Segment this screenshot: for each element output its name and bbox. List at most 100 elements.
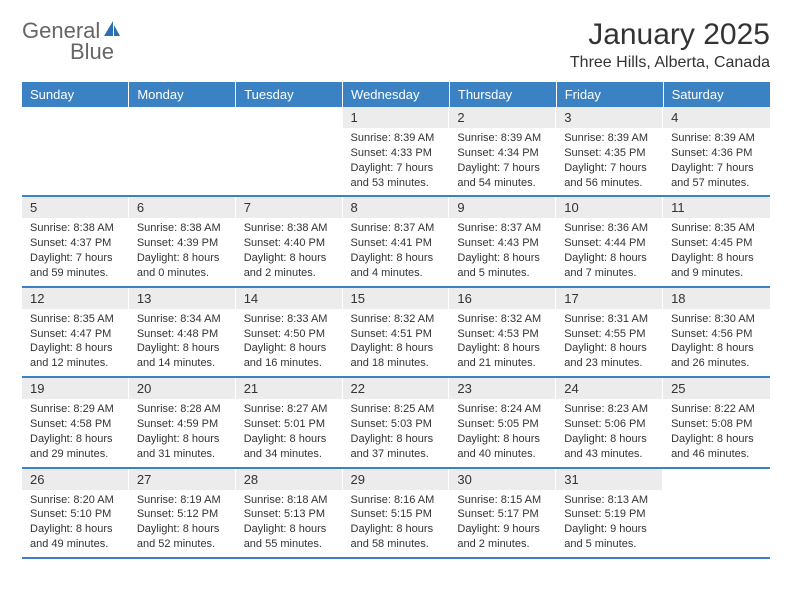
- calendar-cell: 16Sunrise: 8:32 AMSunset: 4:53 PMDayligh…: [449, 287, 556, 377]
- calendar-cell: 11Sunrise: 8:35 AMSunset: 4:45 PMDayligh…: [663, 196, 770, 286]
- calendar-cell: 7Sunrise: 8:38 AMSunset: 4:40 PMDaylight…: [236, 196, 343, 286]
- day-number: 6: [129, 197, 236, 218]
- day-details: Sunrise: 8:39 AMSunset: 4:36 PMDaylight:…: [663, 128, 770, 195]
- day-details: Sunrise: 8:22 AMSunset: 5:08 PMDaylight:…: [663, 399, 770, 466]
- day-number: 2: [449, 107, 556, 128]
- weekday-header: Wednesday: [343, 82, 450, 107]
- calendar-cell: 18Sunrise: 8:30 AMSunset: 4:56 PMDayligh…: [663, 287, 770, 377]
- calendar-cell: 9Sunrise: 8:37 AMSunset: 4:43 PMDaylight…: [449, 196, 556, 286]
- day-number: 19: [22, 378, 129, 399]
- calendar-cell: 25Sunrise: 8:22 AMSunset: 5:08 PMDayligh…: [663, 377, 770, 467]
- calendar-cell: 1Sunrise: 8:39 AMSunset: 4:33 PMDaylight…: [343, 107, 450, 196]
- day-number: 23: [449, 378, 556, 399]
- calendar-cell: 21Sunrise: 8:27 AMSunset: 5:01 PMDayligh…: [236, 377, 343, 467]
- calendar-body: 1Sunrise: 8:39 AMSunset: 4:33 PMDaylight…: [22, 107, 770, 558]
- calendar-row: 1Sunrise: 8:39 AMSunset: 4:33 PMDaylight…: [22, 107, 770, 196]
- month-title: January 2025: [570, 18, 770, 52]
- weekday-header-row: SundayMondayTuesdayWednesdayThursdayFrid…: [22, 82, 770, 107]
- calendar-cell: 22Sunrise: 8:25 AMSunset: 5:03 PMDayligh…: [343, 377, 450, 467]
- day-details: Sunrise: 8:39 AMSunset: 4:33 PMDaylight:…: [343, 128, 450, 195]
- calendar-cell: [663, 468, 770, 558]
- day-details: Sunrise: 8:23 AMSunset: 5:06 PMDaylight:…: [556, 399, 663, 466]
- day-details: Sunrise: 8:16 AMSunset: 5:15 PMDaylight:…: [343, 490, 450, 557]
- calendar-cell: 23Sunrise: 8:24 AMSunset: 5:05 PMDayligh…: [449, 377, 556, 467]
- day-details: Sunrise: 8:33 AMSunset: 4:50 PMDaylight:…: [236, 309, 343, 376]
- day-number: 7: [236, 197, 343, 218]
- calendar-cell: 6Sunrise: 8:38 AMSunset: 4:39 PMDaylight…: [129, 196, 236, 286]
- calendar-cell: 20Sunrise: 8:28 AMSunset: 4:59 PMDayligh…: [129, 377, 236, 467]
- weekday-header: Saturday: [663, 82, 770, 107]
- day-details: Sunrise: 8:31 AMSunset: 4:55 PMDaylight:…: [556, 309, 663, 376]
- day-details: Sunrise: 8:25 AMSunset: 5:03 PMDaylight:…: [343, 399, 450, 466]
- day-number: 28: [236, 469, 343, 490]
- calendar-cell: 24Sunrise: 8:23 AMSunset: 5:06 PMDayligh…: [556, 377, 663, 467]
- day-details: Sunrise: 8:37 AMSunset: 4:41 PMDaylight:…: [343, 218, 450, 285]
- day-details: Sunrise: 8:35 AMSunset: 4:45 PMDaylight:…: [663, 218, 770, 285]
- day-details: Sunrise: 8:38 AMSunset: 4:37 PMDaylight:…: [22, 218, 129, 285]
- day-details: Sunrise: 8:29 AMSunset: 4:58 PMDaylight:…: [22, 399, 129, 466]
- day-details: Sunrise: 8:27 AMSunset: 5:01 PMDaylight:…: [236, 399, 343, 466]
- day-details: Sunrise: 8:36 AMSunset: 4:44 PMDaylight:…: [556, 218, 663, 285]
- day-number: 4: [663, 107, 770, 128]
- day-number: 13: [129, 288, 236, 309]
- calendar-cell: 10Sunrise: 8:36 AMSunset: 4:44 PMDayligh…: [556, 196, 663, 286]
- calendar-cell: 3Sunrise: 8:39 AMSunset: 4:35 PMDaylight…: [556, 107, 663, 196]
- day-details: Sunrise: 8:39 AMSunset: 4:34 PMDaylight:…: [449, 128, 556, 195]
- day-number: 17: [556, 288, 663, 309]
- day-details: Sunrise: 8:13 AMSunset: 5:19 PMDaylight:…: [556, 490, 663, 557]
- day-number: 11: [663, 197, 770, 218]
- day-details: Sunrise: 8:35 AMSunset: 4:47 PMDaylight:…: [22, 309, 129, 376]
- day-number: 24: [556, 378, 663, 399]
- calendar-cell: 29Sunrise: 8:16 AMSunset: 5:15 PMDayligh…: [343, 468, 450, 558]
- calendar-cell: 2Sunrise: 8:39 AMSunset: 4:34 PMDaylight…: [449, 107, 556, 196]
- calendar-cell: [236, 107, 343, 196]
- calendar-cell: 15Sunrise: 8:32 AMSunset: 4:51 PMDayligh…: [343, 287, 450, 377]
- day-number: 14: [236, 288, 343, 309]
- day-number: 31: [556, 469, 663, 490]
- weekday-header: Monday: [129, 82, 236, 107]
- day-number: 20: [129, 378, 236, 399]
- day-number: 10: [556, 197, 663, 218]
- calendar-table: SundayMondayTuesdayWednesdayThursdayFrid…: [22, 82, 770, 559]
- day-details: Sunrise: 8:28 AMSunset: 4:59 PMDaylight:…: [129, 399, 236, 466]
- calendar-cell: 30Sunrise: 8:15 AMSunset: 5:17 PMDayligh…: [449, 468, 556, 558]
- day-number: 29: [343, 469, 450, 490]
- calendar-cell: 4Sunrise: 8:39 AMSunset: 4:36 PMDaylight…: [663, 107, 770, 196]
- day-details: Sunrise: 8:24 AMSunset: 5:05 PMDaylight:…: [449, 399, 556, 466]
- day-number: 9: [449, 197, 556, 218]
- title-block: January 2025 Three Hills, Alberta, Canad…: [570, 18, 770, 72]
- day-details: Sunrise: 8:39 AMSunset: 4:35 PMDaylight:…: [556, 128, 663, 195]
- calendar-row: 12Sunrise: 8:35 AMSunset: 4:47 PMDayligh…: [22, 287, 770, 377]
- day-details: Sunrise: 8:30 AMSunset: 4:56 PMDaylight:…: [663, 309, 770, 376]
- day-details: Sunrise: 8:37 AMSunset: 4:43 PMDaylight:…: [449, 218, 556, 285]
- day-details: Sunrise: 8:32 AMSunset: 4:51 PMDaylight:…: [343, 309, 450, 376]
- day-details: Sunrise: 8:32 AMSunset: 4:53 PMDaylight:…: [449, 309, 556, 376]
- day-details: Sunrise: 8:18 AMSunset: 5:13 PMDaylight:…: [236, 490, 343, 557]
- day-number: 27: [129, 469, 236, 490]
- calendar-row: 26Sunrise: 8:20 AMSunset: 5:10 PMDayligh…: [22, 468, 770, 558]
- location-text: Three Hills, Alberta, Canada: [570, 54, 770, 72]
- day-number: 16: [449, 288, 556, 309]
- day-number: 26: [22, 469, 129, 490]
- day-details: Sunrise: 8:20 AMSunset: 5:10 PMDaylight:…: [22, 490, 129, 557]
- day-number: 21: [236, 378, 343, 399]
- calendar-row: 19Sunrise: 8:29 AMSunset: 4:58 PMDayligh…: [22, 377, 770, 467]
- calendar-cell: 12Sunrise: 8:35 AMSunset: 4:47 PMDayligh…: [22, 287, 129, 377]
- day-details: Sunrise: 8:38 AMSunset: 4:39 PMDaylight:…: [129, 218, 236, 285]
- calendar-cell: 17Sunrise: 8:31 AMSunset: 4:55 PMDayligh…: [556, 287, 663, 377]
- calendar-cell: [22, 107, 129, 196]
- weekday-header: Thursday: [449, 82, 556, 107]
- day-details: Sunrise: 8:38 AMSunset: 4:40 PMDaylight:…: [236, 218, 343, 285]
- day-number: 22: [343, 378, 450, 399]
- day-number: 18: [663, 288, 770, 309]
- calendar-cell: 31Sunrise: 8:13 AMSunset: 5:19 PMDayligh…: [556, 468, 663, 558]
- day-number: 25: [663, 378, 770, 399]
- calendar-cell: 26Sunrise: 8:20 AMSunset: 5:10 PMDayligh…: [22, 468, 129, 558]
- calendar-cell: [129, 107, 236, 196]
- day-number: 8: [343, 197, 450, 218]
- day-number: 12: [22, 288, 129, 309]
- day-number: 5: [22, 197, 129, 218]
- calendar-cell: 13Sunrise: 8:34 AMSunset: 4:48 PMDayligh…: [129, 287, 236, 377]
- day-number: 15: [343, 288, 450, 309]
- calendar-cell: 8Sunrise: 8:37 AMSunset: 4:41 PMDaylight…: [343, 196, 450, 286]
